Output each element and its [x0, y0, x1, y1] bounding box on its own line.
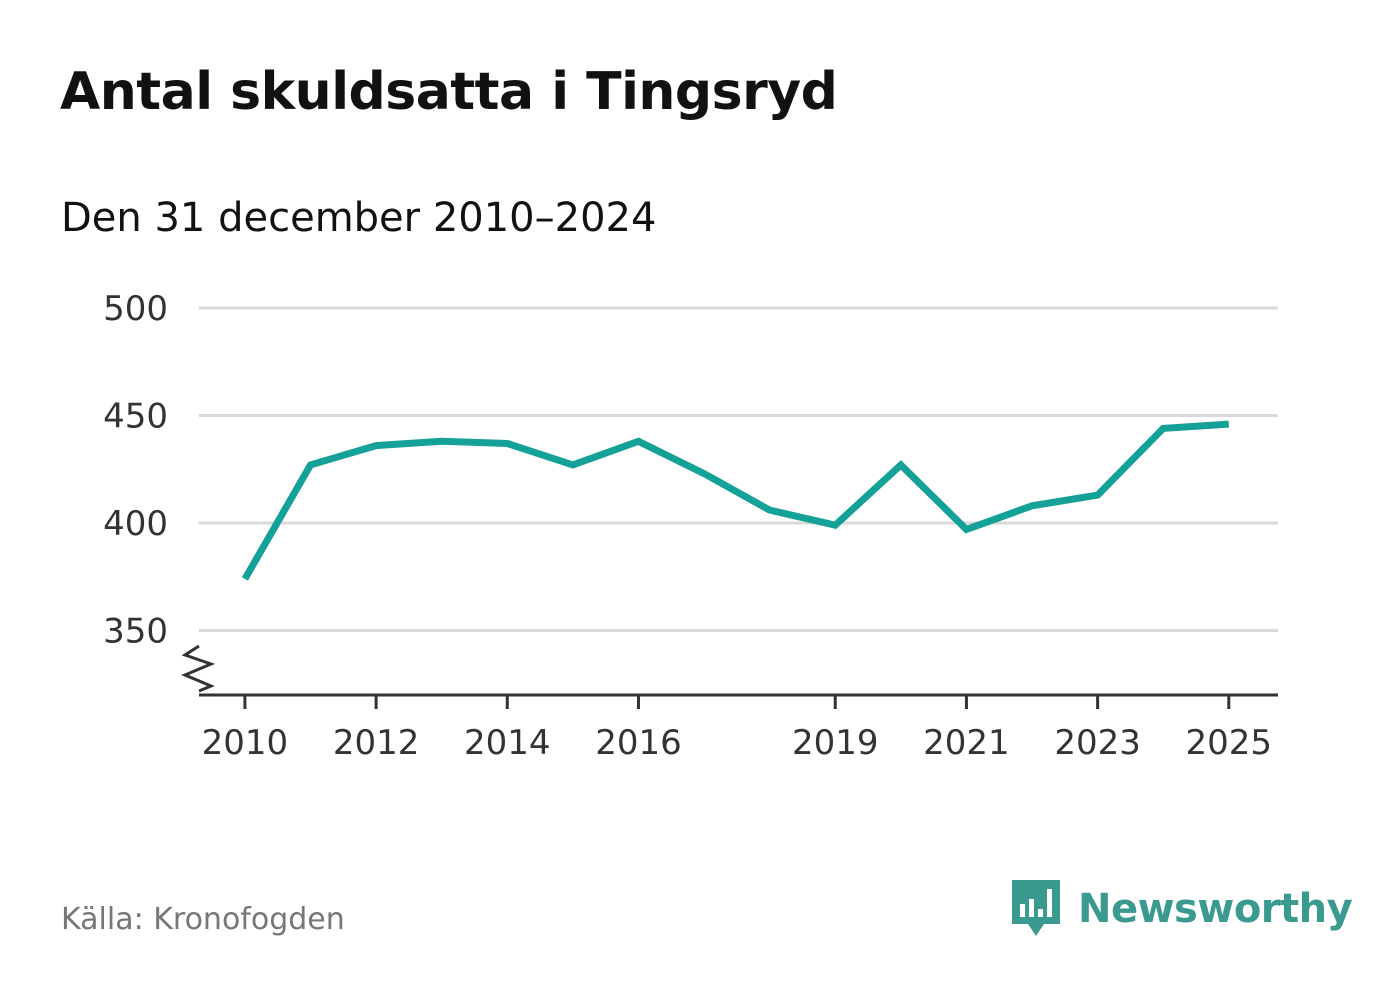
y-tick-label: 350 — [103, 612, 168, 652]
series-layer — [241, 420, 1230, 581]
x-tick-label: 2012 — [333, 723, 420, 763]
newsworthy-logo-icon — [1012, 880, 1060, 936]
y-axis-ticks: 350 400 450 500 — [103, 289, 168, 652]
x-tick-label: 2016 — [595, 723, 682, 763]
chart-title: Antal skuldsatta i Tingsryd — [60, 62, 838, 122]
y-tick-label: 400 — [103, 504, 168, 544]
x-tick-label: 2010 — [202, 723, 289, 763]
x-tick-label: 2023 — [1054, 723, 1141, 763]
grid-lines — [199, 306, 1278, 632]
axis-break-icon — [181, 644, 216, 693]
brand-name: Newsworthy — [1078, 886, 1353, 932]
x-tick-label: 2025 — [1186, 723, 1273, 763]
source-note: Källa: Kronofogden — [61, 902, 345, 937]
chart-subtitle: Den 31 december 2010–2024 — [61, 195, 657, 241]
x-tick-label: 2014 — [464, 723, 551, 763]
x-axis-ticks: 2010 2012 2014 2016 2019 2021 2023 2025 — [202, 695, 1272, 763]
y-tick-label: 500 — [103, 289, 168, 329]
series-line-0 — [241, 420, 1230, 581]
x-tick-label: 2019 — [792, 723, 879, 763]
y-tick-label: 450 — [103, 397, 168, 437]
x-tick-label: 2021 — [923, 723, 1010, 763]
newsworthy-logo: Newsworthy — [1010, 878, 1353, 940]
